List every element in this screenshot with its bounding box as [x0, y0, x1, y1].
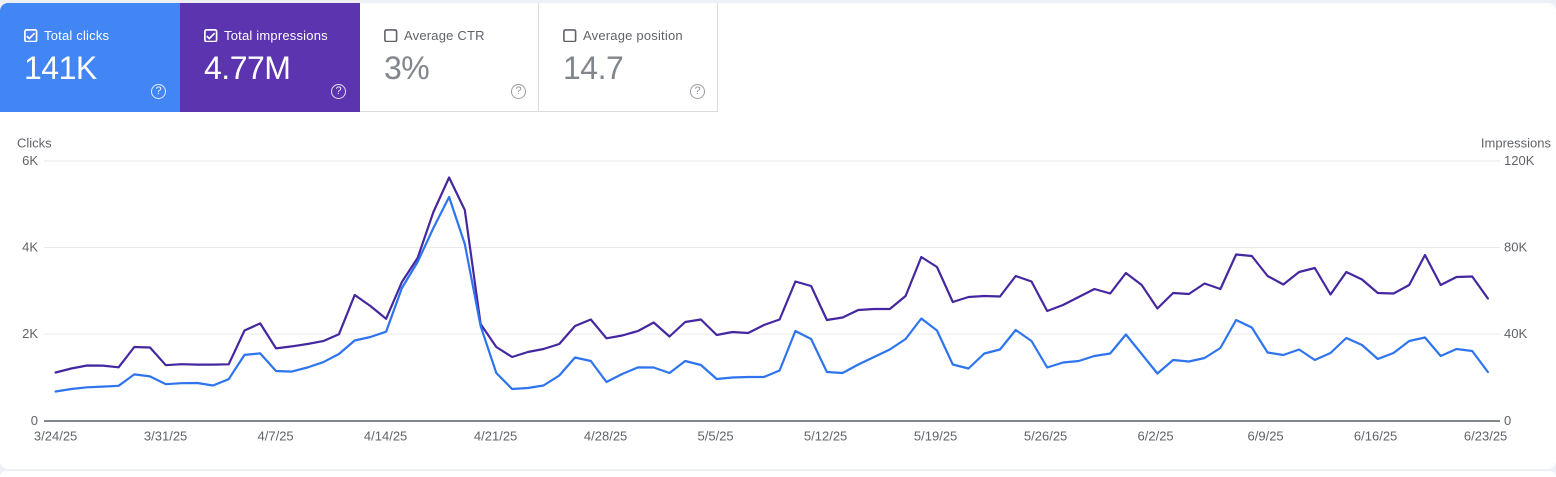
svg-text:6/2/25: 6/2/25 [1138, 429, 1174, 444]
svg-text:6/9/25: 6/9/25 [1248, 429, 1284, 444]
svg-text:40K: 40K [1504, 326, 1527, 341]
svg-text:4K: 4K [22, 240, 38, 255]
svg-text:0: 0 [31, 413, 38, 428]
svg-text:6/16/25: 6/16/25 [1354, 429, 1397, 444]
svg-text:Clicks: Clicks [17, 136, 52, 151]
svg-text:2K: 2K [22, 326, 38, 341]
svg-text:6K: 6K [22, 153, 38, 168]
svg-text:4/14/25: 4/14/25 [364, 429, 407, 444]
svg-text:4/21/25: 4/21/25 [474, 429, 517, 444]
svg-text:120K: 120K [1504, 153, 1535, 168]
svg-text:Impressions: Impressions [1481, 136, 1552, 151]
svg-text:0: 0 [1504, 413, 1511, 428]
svg-text:80K: 80K [1504, 240, 1527, 255]
svg-text:4/28/25: 4/28/25 [584, 429, 627, 444]
svg-text:4/7/25: 4/7/25 [258, 429, 294, 444]
svg-text:5/19/25: 5/19/25 [914, 429, 957, 444]
svg-text:6/23/25: 6/23/25 [1464, 429, 1507, 444]
svg-text:5/5/25: 5/5/25 [698, 429, 734, 444]
svg-text:5/12/25: 5/12/25 [804, 429, 847, 444]
svg-text:3/24/25: 3/24/25 [34, 429, 77, 444]
svg-text:5/26/25: 5/26/25 [1024, 429, 1067, 444]
svg-text:3/31/25: 3/31/25 [144, 429, 187, 444]
